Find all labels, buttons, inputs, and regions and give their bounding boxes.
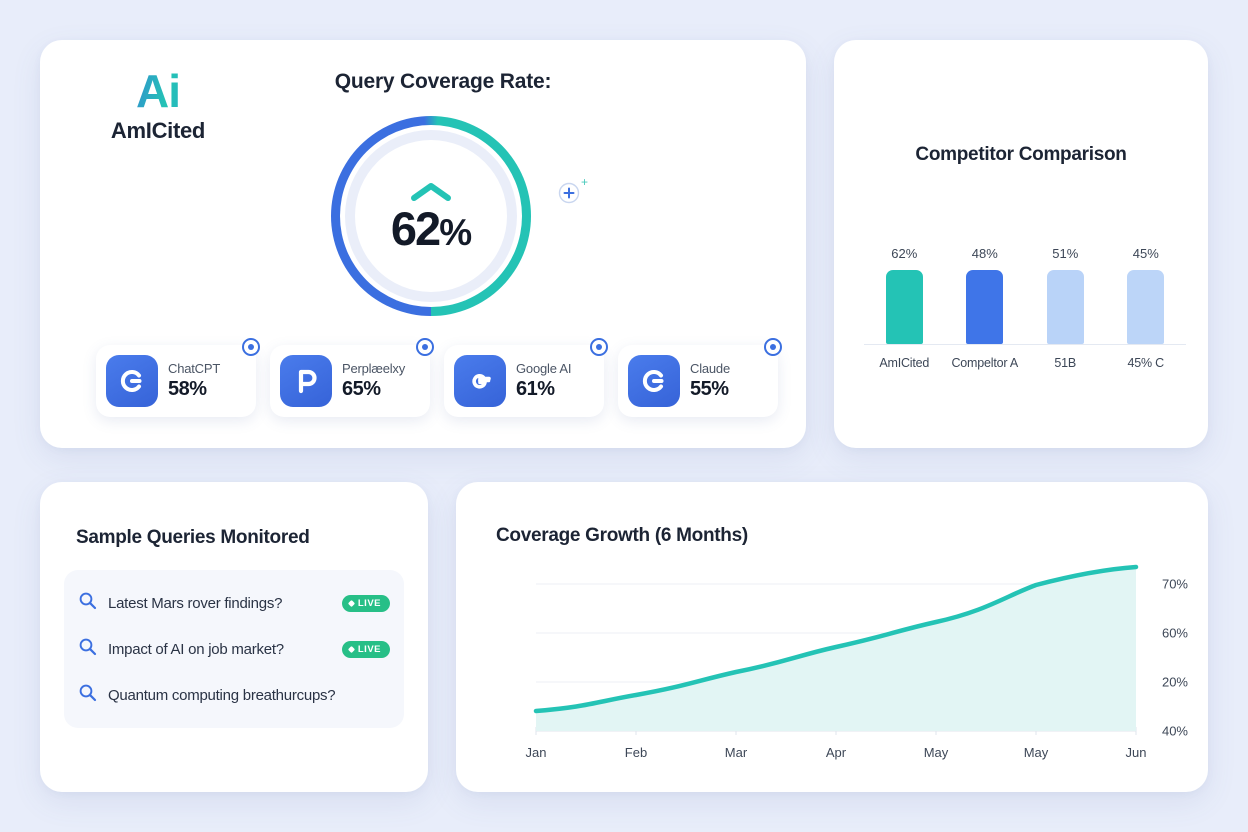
bar [1046, 270, 1084, 344]
platform-info: Perplæelxy 65% [342, 361, 405, 401]
chatgpt-icon [106, 355, 158, 407]
mini-plus-icon: + [581, 175, 589, 189]
search-icon [78, 683, 97, 707]
gauge-value: 62% [390, 201, 472, 255]
platform-info: Google AI 61% [516, 361, 572, 401]
platform-info: Claude 55% [690, 361, 730, 401]
x-axis-tick: Jan [525, 745, 547, 760]
gauge-number: 62 [390, 201, 441, 255]
platform-name: Claude [690, 361, 730, 376]
brand-logo-mark: Ai [68, 68, 248, 114]
growth-plot [533, 564, 1139, 735]
platform-value: 58% [168, 378, 207, 400]
y-axis-tick: 60% [1161, 625, 1188, 641]
bar [966, 270, 1004, 344]
status-badge: LIVE [341, 594, 390, 612]
platform-info: ChatCPT 58% [168, 361, 220, 401]
platform-value: 61% [516, 378, 555, 400]
claude-icon [628, 355, 680, 407]
bar-column[interactable]: 51% [1030, 200, 1100, 344]
platform-value: 65% [342, 378, 381, 400]
x-axis-tick: Apr [825, 745, 847, 760]
circle-plus-icon[interactable]: + [558, 176, 588, 204]
query-text: Quantum computing breathurcups? [108, 686, 336, 704]
y-axis-tick: 20% [1161, 674, 1188, 690]
category-label: AmICited [879, 356, 930, 370]
status-badge: LIVE [341, 640, 390, 658]
category-label: 51B [1054, 356, 1077, 370]
bar [1127, 270, 1165, 344]
sample-queries-card: Sample Queries Monitored Latest Mars rov… [40, 482, 428, 792]
platform-list: ChatCPT 58% Perplæelxy [96, 338, 782, 417]
x-axis-tick: May [1023, 745, 1049, 760]
y-axis-tick: 70% [1161, 576, 1188, 592]
coverage-growth-chart: 70% 60% 20% 40% [478, 564, 1188, 760]
chevron-up-icon [409, 181, 453, 203]
status-badge-label: LIVE [357, 597, 381, 609]
competitor-title: Competitor Comparison [915, 144, 1127, 165]
live-dot-icon [347, 645, 355, 653]
brand-logo-block: Ai AmICited [68, 68, 248, 144]
list-item[interactable]: Impact of AI on job market? LIVE [78, 626, 390, 672]
live-dot-icon [347, 599, 355, 607]
platform-card-perplexity[interactable]: Perplæelxy 65% [270, 338, 434, 417]
bar-column[interactable]: 48% [950, 200, 1020, 344]
y-axis-tick: 40% [1161, 723, 1188, 739]
query-text: Impact of AI on job market? [108, 640, 284, 658]
competitor-comparison-card: Competitor Comparison 62% 48% 51% 45% [834, 40, 1208, 448]
coverage-gauge[interactable]: 62% [331, 116, 531, 316]
x-axis-tick: May [923, 745, 949, 760]
x-axis-tick: Mar [724, 745, 748, 760]
search-icon [78, 591, 97, 615]
bar-value-label: 62% [891, 246, 918, 261]
category-label: 45% C [1127, 356, 1165, 370]
bar-value-label: 48% [971, 246, 998, 261]
list-item[interactable]: Latest Mars rover findings? LIVE [78, 580, 390, 626]
platform-name: ChatCPT [168, 361, 221, 376]
list-item[interactable]: Quantum computing breathurcups? [78, 672, 390, 718]
coverage-growth-card: Coverage Growth (6 Months) 70% 60% 20% 4… [456, 482, 1208, 792]
queries-title: Sample Queries Monitored [76, 527, 310, 548]
gauge-center: 62% [355, 140, 507, 292]
gauge-title: Query Coverage Rate: [334, 70, 552, 93]
platform-name: Google AI [516, 361, 572, 376]
growth-title: Coverage Growth (6 Months) [496, 525, 748, 546]
bar-column[interactable]: 62% [869, 200, 939, 344]
info-dot-icon[interactable] [241, 337, 261, 362]
x-axis-tick: Feb [624, 745, 648, 760]
bar-column[interactable]: 45% [1111, 200, 1181, 344]
competitor-bar-chart: 62% 48% 51% 45% AmICited Compelto [864, 200, 1186, 380]
platform-card-google-ai[interactable]: Google AI 61% [444, 338, 608, 417]
gauge-unit: % [439, 211, 472, 253]
platform-card-chatgpt[interactable]: ChatCPT 58% [96, 338, 260, 417]
series-line [533, 564, 1139, 714]
bar-value-label: 51% [1052, 246, 1079, 261]
info-dot-icon[interactable] [763, 337, 783, 362]
status-badge-label: LIVE [357, 643, 381, 655]
category-label: Compeltor A [951, 356, 1019, 370]
info-dot-icon[interactable] [589, 337, 609, 362]
google-icon [454, 355, 506, 407]
competitor-category-labels: AmICited Compeltor A 51B 45% C [864, 356, 1186, 370]
bar [885, 270, 923, 344]
coverage-overview-card: Ai AmICited Query Coverage Rate: 62% [40, 40, 806, 448]
bar-value-label: 45% [1132, 246, 1159, 261]
competitor-bars: 62% 48% 51% 45% [864, 200, 1186, 345]
queries-list: Latest Mars rover findings? LIVE Impact … [64, 570, 404, 728]
info-dot-icon[interactable] [415, 337, 435, 362]
brand-name: AmICited [110, 118, 206, 143]
platform-value: 55% [690, 378, 729, 400]
query-text: Latest Mars rover findings? [108, 594, 283, 612]
search-icon [78, 637, 97, 661]
platform-name: Perplæelxy [342, 361, 406, 376]
x-axis-tick: Jun [1125, 745, 1147, 760]
platform-card-claude[interactable]: Claude 55% [618, 338, 782, 417]
perplexity-icon [280, 355, 332, 407]
